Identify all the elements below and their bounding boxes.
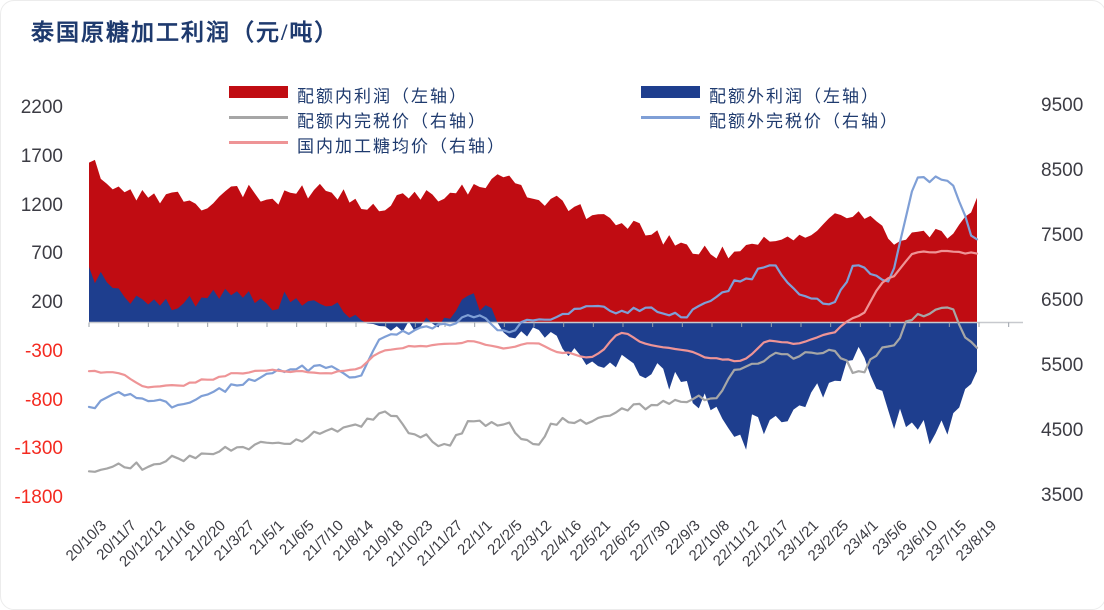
area-series-0 bbox=[89, 159, 977, 323]
left-axis-tick-label: -800 bbox=[24, 389, 63, 411]
legend-swatch-line bbox=[229, 141, 288, 144]
left-axis-tick-label: -300 bbox=[24, 340, 63, 362]
right-axis-tick-label: 8500 bbox=[1041, 160, 1084, 181]
line-series-2 bbox=[87, 306, 979, 473]
line-series-3 bbox=[87, 175, 979, 410]
left-axis-tick-label: 2200 bbox=[20, 97, 63, 118]
right-axis-tick-label: 5500 bbox=[1041, 355, 1084, 376]
legend-swatch-line bbox=[229, 116, 288, 119]
left-axis-tick-label: 200 bbox=[31, 292, 63, 313]
chart-title: 泰国原糖加工利润（元/吨） bbox=[31, 20, 340, 45]
area-series-1 bbox=[89, 266, 977, 450]
right-axis-tick-label: 3500 bbox=[1041, 485, 1084, 506]
left-axis-tick-label: 1700 bbox=[20, 145, 63, 167]
right-axis-tick-label: 4500 bbox=[1041, 420, 1084, 441]
right-axis-tick-label: 7500 bbox=[1041, 225, 1084, 246]
legend-label: 国内加工糖均价（右轴） bbox=[297, 137, 506, 156]
left-axis-tick-label: 700 bbox=[31, 243, 63, 265]
line-series-4 bbox=[87, 249, 979, 389]
legend-label: 配额内完税价（右轴） bbox=[297, 112, 487, 131]
legend-swatch-bar bbox=[641, 86, 700, 98]
legend-label: 配额内利润（左轴） bbox=[297, 87, 468, 106]
right-axis-tick-label: 6500 bbox=[1041, 290, 1084, 311]
legend-swatch-line bbox=[641, 116, 700, 119]
legend-swatch-bar bbox=[229, 86, 288, 98]
left-axis-tick-label: 1200 bbox=[20, 194, 63, 216]
legend-label: 配额外完税价（右轴） bbox=[709, 112, 899, 131]
left-axis-tick-label: -1800 bbox=[14, 487, 63, 508]
legend-label: 配额外利润（左轴） bbox=[709, 87, 880, 106]
right-axis-tick-label: 9500 bbox=[1041, 95, 1084, 116]
left-axis-tick-label: -1300 bbox=[14, 438, 63, 460]
